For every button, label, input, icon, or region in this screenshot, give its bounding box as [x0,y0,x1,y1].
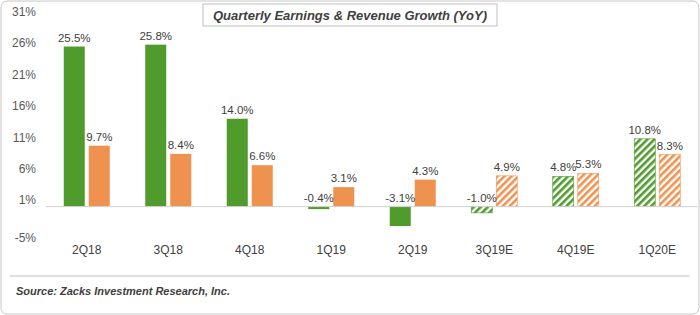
data-label: -1.0% [467,192,497,204]
y-tick-label: 1% [19,193,37,207]
bar [553,176,574,206]
y-tick-label: 21% [12,68,36,82]
y-tick-label: 11% [13,131,36,145]
bar [659,155,680,207]
separator [10,276,690,277]
data-label: 4.8% [550,161,576,173]
bar [496,176,517,207]
bar [64,47,85,207]
data-label: -3.1% [385,192,415,204]
data-label: 4.9% [494,161,520,173]
bar [170,154,191,207]
bar [634,139,655,207]
bar [578,173,599,206]
chart-container: -5% 1% 6% 11% 16% 21% 26% 31% 25.5% 25.8% 14.0% -0.… [0,0,700,315]
data-label: 9.7% [86,131,112,143]
chart-svg: -5% 1% 6% 11% 16% 21% 26% 31% 25.5% 25.8% 14.0% -0.… [0,0,700,315]
x-tick-label: 2Q18 [72,243,102,257]
y-tick-label: 6% [19,162,37,176]
data-label: 10.8% [628,124,661,136]
outer-frame [1,1,699,314]
data-label: 25.8% [139,30,172,42]
bar [333,187,354,206]
bars [64,45,681,226]
bar [415,180,436,207]
y-tick-label: -5% [15,231,37,245]
y-tick-label: 26% [12,36,36,50]
data-label: 4.3% [412,165,438,177]
bar [145,45,166,207]
bar [252,165,273,206]
baseline [46,206,698,207]
data-label: -0.4% [304,192,334,204]
x-tick-label: 4Q19E [557,243,594,257]
bar [471,207,492,213]
data-label: 5.3% [575,158,601,170]
bar [227,119,248,207]
title-box [203,4,497,26]
bar [390,207,411,226]
data-label: 6.6% [249,150,275,162]
data-label: 14.0% [221,104,254,116]
x-tick-label: 2Q19 [398,243,428,257]
title: Quarterly Earnings & Revenue Growth (YoY… [213,8,487,23]
bar [89,146,110,207]
y-tick-label: 16% [12,99,36,113]
data-label: 25.5% [58,32,91,44]
x-tick-label: 3Q19E [476,243,513,257]
data-label: 8.3% [657,140,683,152]
x-tick-label: 1Q19 [317,243,347,257]
x-tick-label: 4Q18 [235,243,265,257]
data-label: 8.4% [168,139,194,151]
title-group: Quarterly Earnings & Revenue Growth (YoY… [203,4,497,26]
data-label: 3.1% [331,172,357,184]
x-tick-label: 1Q20E [639,243,676,257]
source: Source: Zacks Investment Research, Inc. [16,285,230,297]
x-tick-label: 3Q18 [154,243,184,257]
y-tick-label: 31% [12,5,36,19]
